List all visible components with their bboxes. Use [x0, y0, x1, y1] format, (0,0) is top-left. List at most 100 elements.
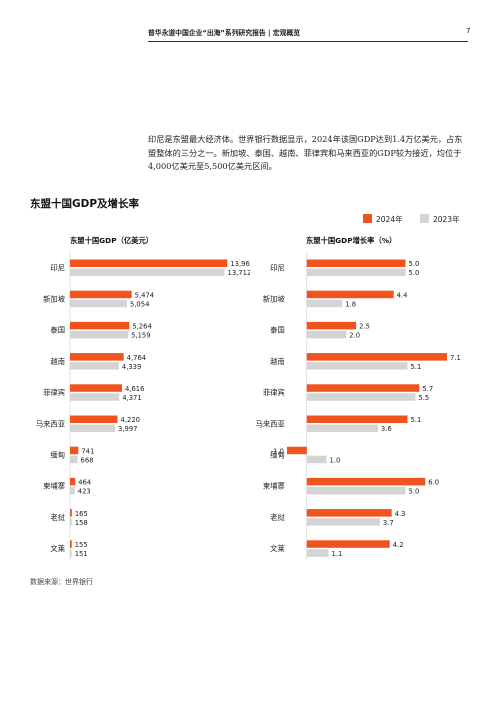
- bar-2023: [306, 393, 416, 401]
- category-label: 马来西亚: [36, 419, 65, 428]
- header-title: 普华永道中国企业“出海”系列研究报告 | 宏观概览: [148, 29, 301, 37]
- value-label-2024: 165: [75, 510, 88, 518]
- legend-swatch-2023: [419, 214, 429, 223]
- value-label-2023: 4,371: [122, 394, 141, 402]
- bar-2023: [70, 268, 225, 276]
- section-title: 东盟十国GDP及增长率: [30, 198, 140, 210]
- category-label: 菲律宾: [263, 388, 285, 397]
- value-label-2024: 4.3: [395, 510, 406, 518]
- value-label-2023: 2.0: [349, 332, 360, 340]
- bar-2023: [306, 424, 378, 432]
- legend-item-2024: 2024年: [363, 214, 405, 224]
- value-label-2024: 4,220: [121, 416, 140, 424]
- value-label-2023: 3,997: [118, 425, 137, 433]
- bar-2023: [70, 549, 72, 557]
- value-label-2024: -1.0: [271, 447, 284, 455]
- value-label-2023: 151: [75, 550, 88, 558]
- category-label: 缅甸: [50, 450, 65, 459]
- bar-2023: [70, 393, 120, 401]
- category-label: 老挝: [270, 513, 285, 522]
- bar-2024: [306, 353, 447, 361]
- value-label-2023: 4,339: [122, 363, 141, 371]
- value-label-2023: 13,712: [228, 269, 250, 277]
- value-label-2024: 155: [75, 541, 88, 549]
- page-number: 7: [466, 27, 471, 35]
- category-label: 马来西亚: [256, 419, 285, 428]
- category-label: 柬埔寨: [43, 482, 65, 491]
- bar-2023: [70, 455, 78, 464]
- header-divider: [148, 41, 468, 42]
- bar-2024: [70, 446, 79, 455]
- category-label: 新加坡: [43, 294, 66, 303]
- bar-2024: [306, 321, 357, 330]
- value-label-2023: 3.6: [381, 425, 392, 433]
- category-label: 越南: [270, 357, 285, 366]
- value-label-2024: 4,616: [125, 385, 144, 393]
- bar-2023: [70, 424, 116, 432]
- growth-chart-title: 东盟十国GDP增长率（%）: [306, 236, 397, 245]
- value-label-2024: 5,264: [132, 323, 151, 331]
- bar-2023: [306, 455, 327, 464]
- bar-2024: [70, 384, 123, 392]
- category-label: 缅甸: [270, 450, 285, 459]
- bar-2023: [70, 330, 129, 339]
- bar-2023: [306, 486, 406, 495]
- category-label: 印尼: [50, 263, 65, 272]
- category-label: 泰国: [50, 326, 65, 335]
- bar-2023: [306, 362, 408, 370]
- bar-2024: [70, 353, 124, 361]
- value-label-2024: 4,764: [127, 354, 146, 362]
- legend-label-2023: 2023年: [432, 215, 460, 224]
- bar-2024: [70, 321, 130, 330]
- value-label-2023: 1.0: [330, 456, 341, 464]
- value-label-2024: 6.0: [428, 479, 439, 487]
- category-label: 老挝: [50, 513, 65, 522]
- value-label-2024: 464: [78, 479, 91, 487]
- bar-2024: [70, 509, 72, 517]
- legend-item-2023: 2023年: [419, 214, 460, 224]
- value-label-2024: 4.4: [397, 291, 408, 299]
- value-label-2023: 158: [75, 519, 88, 527]
- value-label-2023: 5.0: [409, 488, 420, 496]
- category-label: 柬埔寨: [263, 482, 285, 491]
- value-label-2024: 5.1: [410, 416, 421, 424]
- value-label-2023: 3.7: [383, 519, 394, 527]
- value-label-2023: 5,054: [130, 300, 149, 308]
- category-label: 泰国: [270, 326, 285, 335]
- category-label: 新加坡: [263, 294, 286, 303]
- bar-2024: [306, 384, 420, 392]
- bar-2024: [70, 259, 228, 267]
- bar-2024: [306, 415, 408, 423]
- value-label-2024: 741: [81, 447, 94, 455]
- value-label-2024: 7.1: [450, 354, 461, 362]
- bar-2024: [70, 477, 76, 486]
- category-label: 文莱: [50, 544, 65, 553]
- category-label: 印尼: [270, 263, 285, 272]
- chart-legend: 2024年 2023年: [363, 214, 475, 226]
- value-label-2024: 5.0: [409, 260, 420, 268]
- bar-2024: [306, 290, 394, 299]
- bar-2023: [70, 486, 75, 495]
- value-label-2023: 5.1: [410, 363, 421, 371]
- bar-2024: [70, 415, 118, 423]
- bar-2023: [70, 518, 72, 526]
- value-label-2024: 2.5: [359, 323, 370, 331]
- bar-2023: [306, 268, 406, 276]
- source-note: 数据来源：世界银行: [30, 578, 93, 586]
- bar-2023: [306, 299, 343, 308]
- bar-2024: [287, 446, 307, 455]
- value-label-2024: 4.2: [393, 541, 404, 549]
- bar-2023: [306, 518, 380, 526]
- bar-2024: [306, 259, 406, 267]
- bar-2024: [306, 540, 390, 548]
- legend-swatch-2024: [363, 214, 372, 223]
- value-label-2023: 5.0: [409, 269, 420, 277]
- bar-2023: [70, 362, 119, 370]
- bar-2023: [306, 549, 329, 557]
- value-label-2023: 668: [81, 456, 94, 464]
- legend-label-2024: 2024年: [376, 215, 403, 224]
- value-label-2024: 5,474: [135, 291, 154, 299]
- bar-2023: [70, 299, 127, 308]
